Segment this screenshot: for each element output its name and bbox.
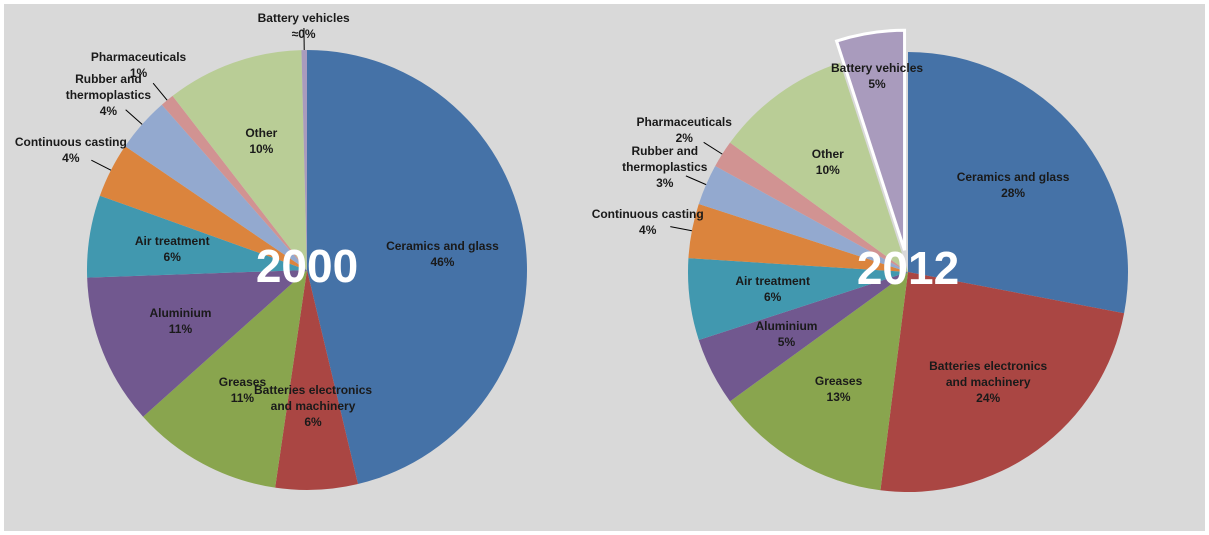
data-label: Continuous casting 4% <box>586 206 710 238</box>
pie-slice <box>87 270 308 417</box>
data-label: Air treatment 6% <box>110 233 234 265</box>
data-label: Ceramics and glass 28% <box>951 169 1075 201</box>
value-label: 10% <box>815 162 840 177</box>
pie-slice <box>698 166 908 272</box>
value-label: 4% <box>639 223 657 238</box>
leader-line <box>685 175 707 186</box>
data-label: Rubber and thermoplastics 3% <box>603 143 727 191</box>
value-label: 3% <box>656 175 674 190</box>
value-label: 28% <box>1001 186 1026 201</box>
category-label: Batteries electronics and machinery <box>254 383 373 414</box>
pie-slice <box>880 272 1125 492</box>
value-label: 6% <box>764 290 782 305</box>
category-label: Continuous casting <box>14 134 127 149</box>
pie-slice <box>688 204 908 272</box>
pie-slice <box>307 50 527 485</box>
chart-title: 2000 <box>256 240 358 292</box>
pie-slice <box>161 95 307 270</box>
value-label: 13% <box>826 390 851 405</box>
pie-slice <box>834 28 907 251</box>
data-label: Rubber and thermoplastics 4% <box>46 71 170 119</box>
value-label: ≈0% <box>291 27 316 41</box>
chart-title: 2012 <box>857 242 959 294</box>
data-label: Other 10% <box>766 146 890 178</box>
data-label: Continuous casting 4% <box>9 134 133 166</box>
category-label: Other <box>245 126 278 141</box>
pie-slice <box>730 272 908 491</box>
value-label: 6% <box>163 249 181 264</box>
data-label: Battery vehicles ≈0% <box>242 10 366 42</box>
category-label: Pharmaceuticals <box>90 50 187 65</box>
leader-line <box>125 109 143 125</box>
value-label: 5% <box>868 77 886 92</box>
category-label: Ceramics and glass <box>386 239 499 254</box>
value-label: 10% <box>249 142 274 157</box>
pie-slice <box>730 62 908 273</box>
data-label: Pharmaceuticals 1% <box>77 49 201 81</box>
category-label: Continuous casting <box>591 207 704 222</box>
category-label: Air treatment <box>735 274 811 289</box>
leader-line <box>670 226 692 232</box>
data-label: Batteries electronics and machinery 6% <box>251 382 375 430</box>
value-label: 11% <box>168 321 193 336</box>
leader-line <box>91 159 112 171</box>
leader-line <box>703 141 723 155</box>
value-label: 11% <box>230 391 255 406</box>
data-label: Aluminium 5% <box>724 318 848 350</box>
leader-line <box>152 82 168 101</box>
pie-slice <box>172 50 307 271</box>
category-label: Battery vehicles <box>257 11 350 25</box>
value-label: 6% <box>304 415 322 430</box>
value-label: 24% <box>976 391 1001 406</box>
category-label: Greases <box>218 375 267 390</box>
data-label: Greases 11% <box>180 374 304 406</box>
category-label: Battery vehicles <box>830 61 924 76</box>
pie-slice <box>688 258 908 340</box>
category-label: Pharmaceuticals <box>636 115 732 129</box>
category-label: Aluminium <box>149 305 212 320</box>
pie-slice <box>301 50 307 270</box>
pie-slice <box>125 104 307 270</box>
pie-slice <box>275 270 358 490</box>
pie-slice <box>908 52 1128 314</box>
data-label: Battery vehicles 5% <box>815 60 939 92</box>
data-label: Greases 13% <box>777 373 901 405</box>
data-label: Ceramics and glass 46% <box>380 238 504 270</box>
category-label: Greases <box>814 374 863 389</box>
pie-slice <box>143 270 307 488</box>
data-label: Other 10% <box>199 125 323 157</box>
pie-slice <box>87 195 307 278</box>
value-label: 1% <box>129 66 148 81</box>
value-label: 4% <box>62 150 80 165</box>
category-label: Air treatment <box>134 233 210 248</box>
pie-slice <box>715 142 908 272</box>
data-label: Batteries electronics and machinery 24% <box>926 358 1050 406</box>
category-label: Rubber and thermoplastics <box>622 143 708 174</box>
pie-slice <box>698 272 908 402</box>
value-label: 4% <box>99 103 118 118</box>
data-label: Air treatment 6% <box>711 273 835 305</box>
value-label: 2% <box>675 131 693 145</box>
value-label: 5% <box>777 334 796 349</box>
category-label: Batteries electronics and machinery <box>929 359 1048 390</box>
category-label: Aluminium <box>755 318 818 333</box>
category-label: Other <box>811 146 844 161</box>
data-label: Aluminium 11% <box>118 305 242 337</box>
category-label: Ceramics and glass <box>956 170 1070 185</box>
value-label: 46% <box>430 255 455 270</box>
category-label: Rubber and thermoplastics <box>65 71 152 102</box>
pie-slice <box>99 146 307 270</box>
data-label: Pharmaceuticals 2% <box>622 114 746 146</box>
